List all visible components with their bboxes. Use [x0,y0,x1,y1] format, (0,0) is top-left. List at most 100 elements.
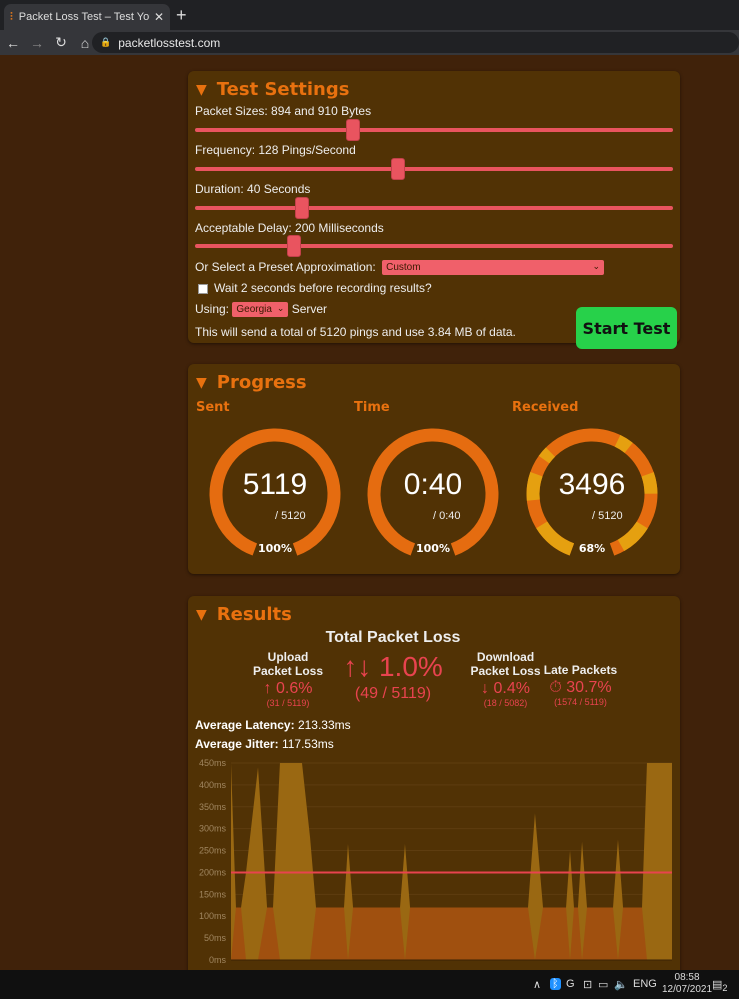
results-header[interactable]: ▼ Results [196,604,292,625]
late-count: (1574 / 5119) [554,697,607,707]
average-latency: Average Latency: 213.33ms [195,718,351,732]
chevron-down-icon: ⌄ [276,303,285,314]
tab-title: Packet Loss Test – Test Your Conn [18,11,150,23]
taskbar: ∧ ᛒ G ⊡ ▭ 🔈 ENG 08:58 12/07/2021 ▤2 [0,970,739,999]
y-tick-label: 450ms [199,758,227,768]
chevron-down-icon: ⌄ [592,261,601,272]
wait-label: Wait 2 seconds before recording results? [214,281,432,295]
collapse-triangle-icon: ▼ [196,374,207,391]
reload-icon[interactable]: ↻ [55,34,67,50]
y-tick-label: 350ms [199,802,227,812]
settings-title: Test Settings [216,79,350,100]
progress-header[interactable]: ▼ Progress [196,372,307,393]
gauge-ring [526,428,658,560]
slider-thumb[interactable] [391,158,406,180]
server-select[interactable]: Georgia ⌄ [232,302,289,318]
download-count: (18 / 5082) [483,698,528,708]
new-tab-button[interactable]: + [176,5,187,25]
upload-value: ↑ 0.6% [263,680,313,697]
server-suffix: Server [291,302,328,316]
y-tick-label: 100ms [199,911,227,921]
url-text: packetlosstest.com [118,35,221,50]
download-heading: Download [476,650,535,664]
gauge-total: / 0:40 [433,510,461,522]
y-tick-label: 200ms [199,867,227,877]
frequency-slider[interactable] [195,158,673,180]
collapse-triangle-icon: ▼ [196,606,207,623]
gauge-total: / 5120 [592,510,623,522]
frequency-label: Frequency: 128 Pings/Second [195,143,356,157]
late-value: ⏱ 30.7% [549,679,612,696]
upload-loss: Upload Packet Loss ↑ 0.6% (31 / 5119) [248,650,328,708]
start-test-button[interactable]: Start Test [576,307,677,349]
camera-icon[interactable]: ⊡ [583,979,593,991]
upload-count: (31 / 5119) [266,698,310,708]
gauge-value: 0:40 [403,468,463,501]
forward-icon[interactable]: → [30,34,44,51]
preset-select[interactable]: Custom ⌄ [382,260,605,276]
gauge-value: 3496 [558,468,626,501]
gauge-label-time: Time [354,400,390,415]
average-jitter: Average Jitter: 117.53ms [195,737,334,751]
gauge-label-sent: Sent [196,400,230,415]
gauge-ring [209,428,341,560]
using-label: Using: [195,302,230,316]
clock-time: 08:58 [674,972,700,983]
gauge-percent: 100% [258,542,292,555]
settings-header[interactable]: ▼ Test Settings [196,79,349,100]
y-tick-label: 150ms [199,889,227,899]
slider-thumb[interactable] [295,197,310,219]
language-indicator[interactable]: ENG [633,978,657,990]
browser-tab-bar: ⫶ Packet Loss Test – Test Your Conn ✕ + [0,0,739,30]
duration-label: Duration: 40 Seconds [195,182,311,196]
url-bar[interactable]: 🔒 packetlosstest.com [92,32,739,53]
volume-icon[interactable]: 🔈 [614,979,628,991]
late-packets: Late Packets ⏱ 30.7% (1574 / 5119) [543,663,618,707]
clock-date: 12/07/2021 [662,984,713,995]
gauge-percent: 100% [416,542,450,555]
late-heading: Late Packets [543,663,618,677]
wait-row: Wait 2 seconds before recording results? [198,281,432,295]
close-tab-icon[interactable]: ✕ [153,10,164,24]
app-tray-icon[interactable]: G [566,978,575,990]
slider-thumb[interactable] [286,235,301,257]
gauge-arc [526,428,658,560]
slider-thumb[interactable] [345,119,360,141]
home-icon[interactable]: ⌂ [80,34,90,51]
latency-value: 213.33ms [297,718,351,732]
packet-sizes-slider[interactable] [195,119,673,141]
latency-label: Average Latency: [195,718,295,732]
delay-slider[interactable] [195,235,673,257]
gauge-time: 0:40 / 0:40 100% [363,424,503,564]
latency-chart: 0ms 50ms 100ms 150ms 200ms 250ms 300ms 350ms 400… [199,758,672,965]
notification-count: 2 [722,983,728,994]
network-icon[interactable]: ▭ [598,979,609,991]
gauge-total: / 5120 [275,510,306,522]
gauge-ring [367,428,499,560]
preset-row: Or Select a Preset Approximation: Custom… [195,260,605,276]
notifications-icon[interactable]: ▤2 [712,979,728,994]
tray-chevron-icon[interactable]: ∧ [533,979,542,991]
gauge-received: 3496 / 5120 68% [522,424,662,564]
collapse-triangle-icon: ▼ [196,81,207,98]
y-tick-label: 250ms [199,846,227,856]
clock[interactable]: 08:58 12/07/2021 [662,972,712,996]
total-value: ↑↓ 1.0% [343,651,443,682]
back-icon[interactable]: ← [6,34,20,51]
delay-label: Acceptable Delay: 200 Milliseconds [195,221,384,235]
upload-heading: Upload [267,650,309,664]
jitter-value: 117.53ms [281,737,334,751]
gauge-value: 5119 [242,468,308,501]
download-heading-2: Packet Loss [470,664,541,678]
y-tick-label: 0ms [209,955,227,965]
download-loss: Download Packet Loss ↓ 0.4% (18 / 5082) [468,650,543,708]
bluetooth-icon[interactable]: ᛒ [550,978,561,990]
duration-slider[interactable] [195,197,673,219]
gauge-sent: 5119 / 5120 100% [205,424,345,564]
jitter-label: Average Jitter: [195,737,279,751]
download-value: ↓ 0.4% [481,680,530,697]
browser-tab[interactable]: ⫶ Packet Loss Test – Test Your Conn ✕ [4,4,170,30]
site-favicon-icon: ⫶ [10,10,13,23]
wait-checkbox[interactable] [198,283,208,294]
server-value: Georgia [236,304,272,316]
